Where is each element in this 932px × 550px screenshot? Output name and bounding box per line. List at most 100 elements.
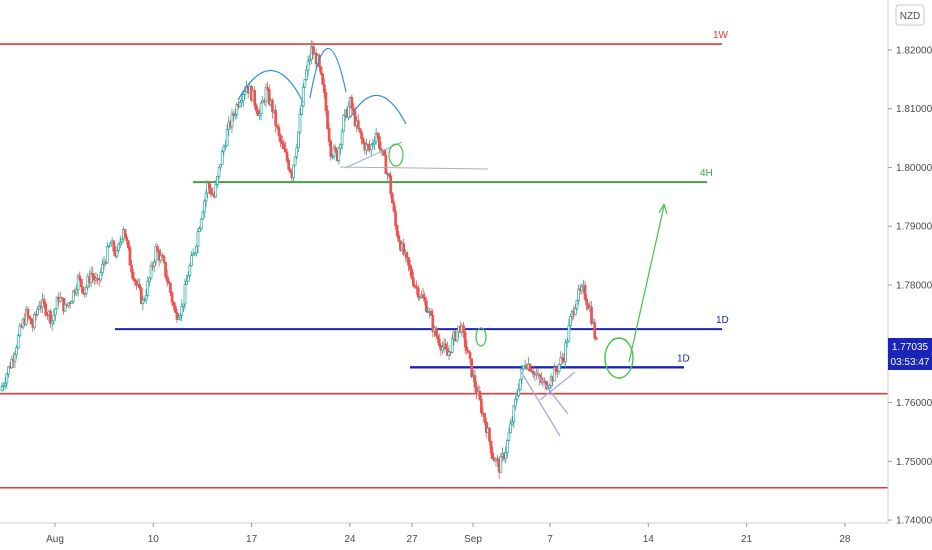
candle-body	[253, 90, 257, 106]
candle-body	[220, 150, 224, 165]
candle-body	[295, 147, 299, 158]
candle-body	[91, 272, 95, 278]
candle-body	[154, 246, 158, 263]
candle-body	[105, 245, 109, 264]
time-tick-label: Aug	[46, 534, 64, 545]
candle-body	[71, 290, 75, 302]
candle-body	[160, 254, 164, 258]
candle-body	[337, 147, 341, 161]
candle-body	[306, 60, 310, 71]
candle-body	[16, 335, 20, 349]
candle-body	[358, 128, 362, 133]
candle-body	[322, 83, 326, 93]
candle-body	[305, 69, 308, 80]
currency-badge[interactable]: NZD	[895, 4, 925, 26]
candle-body	[423, 297, 427, 302]
bar-countdown: 03:53:47	[891, 357, 930, 368]
level-label: 1D	[677, 353, 690, 364]
price-tick-label: 1.78000	[896, 281, 932, 292]
candle-body	[374, 133, 378, 143]
candle-body	[514, 398, 517, 407]
candle-body	[209, 188, 213, 195]
candle-body	[230, 113, 234, 128]
candle-body	[81, 286, 85, 294]
candle-body	[217, 166, 221, 177]
price-tick-label: 1.79000	[896, 222, 932, 233]
candle-body	[107, 245, 111, 248]
candle-body	[329, 141, 333, 157]
candle-body	[128, 247, 132, 266]
candle-body	[297, 131, 300, 149]
candle-body	[467, 350, 470, 353]
candle-body	[152, 261, 156, 267]
candle-body	[58, 297, 62, 302]
candle-body	[280, 141, 284, 145]
candle-body	[387, 173, 391, 177]
candle-body	[405, 251, 409, 258]
candle-body	[18, 325, 22, 337]
candle-body	[593, 322, 597, 339]
candle-body	[277, 127, 281, 136]
candle-body	[219, 164, 222, 168]
candle-body	[324, 92, 328, 111]
price-tick-label: 1.75000	[896, 457, 932, 468]
candle-body	[421, 294, 425, 299]
time-tick-label: 10	[148, 534, 160, 545]
candle-body	[120, 238, 124, 243]
candle-body	[512, 405, 516, 423]
candle-body	[133, 278, 137, 282]
time-tick-label: 28	[839, 534, 851, 545]
candle-body	[285, 151, 289, 161]
candle-body	[101, 263, 104, 273]
time-axis[interactable]: Aug 10 17 24 27 Sep 7 14 21 28	[0, 522, 888, 545]
candle-body	[15, 347, 18, 355]
candle-body	[431, 315, 435, 332]
candle-body	[379, 147, 383, 151]
price-tick-label: 1.80000	[896, 163, 932, 174]
candle-body	[193, 252, 197, 255]
support-resistance-levels: 1W 4H 1D 1D	[0, 30, 888, 489]
candle-body	[455, 331, 459, 341]
candle-body	[135, 280, 138, 286]
candle-body	[515, 395, 519, 400]
candle-body	[186, 275, 190, 282]
candle-body	[356, 120, 360, 129]
candle-body	[115, 250, 119, 257]
candle-body	[468, 352, 472, 360]
candle-body	[447, 351, 451, 356]
candle-body	[378, 136, 381, 149]
candle-body	[369, 144, 373, 151]
candle-body	[390, 193, 394, 204]
candle-body	[225, 129, 229, 147]
candle-body	[13, 354, 17, 362]
candle-body	[37, 305, 41, 310]
channel-line-upper	[519, 369, 561, 437]
candle-body	[131, 271, 135, 280]
candle-body	[394, 210, 397, 227]
current-price-badge: 1.77035 03:53:47	[888, 338, 932, 370]
candle-body	[319, 66, 323, 75]
candle-body	[173, 305, 177, 313]
neckline	[339, 166, 489, 170]
price-tick-label: 1.81000	[896, 104, 932, 115]
candle-body	[84, 286, 88, 294]
candle-body	[0, 386, 4, 392]
candle-body	[347, 105, 350, 118]
candle-body	[5, 373, 9, 384]
channel-line-lower	[534, 371, 569, 415]
candle-body	[332, 147, 336, 157]
candle-body	[395, 225, 399, 236]
candle-body	[146, 280, 150, 296]
candle-body	[172, 301, 176, 307]
right-shoulder-arc	[349, 94, 407, 125]
candle-body	[577, 288, 580, 301]
candle-body	[130, 264, 133, 273]
candle-body	[235, 104, 239, 115]
candle-body	[7, 366, 10, 375]
time-tick-label: 17	[246, 534, 258, 545]
candle-body	[182, 303, 185, 307]
target-zone-circle	[604, 337, 634, 379]
candle-body	[450, 338, 454, 353]
candle-body	[2, 384, 5, 387]
